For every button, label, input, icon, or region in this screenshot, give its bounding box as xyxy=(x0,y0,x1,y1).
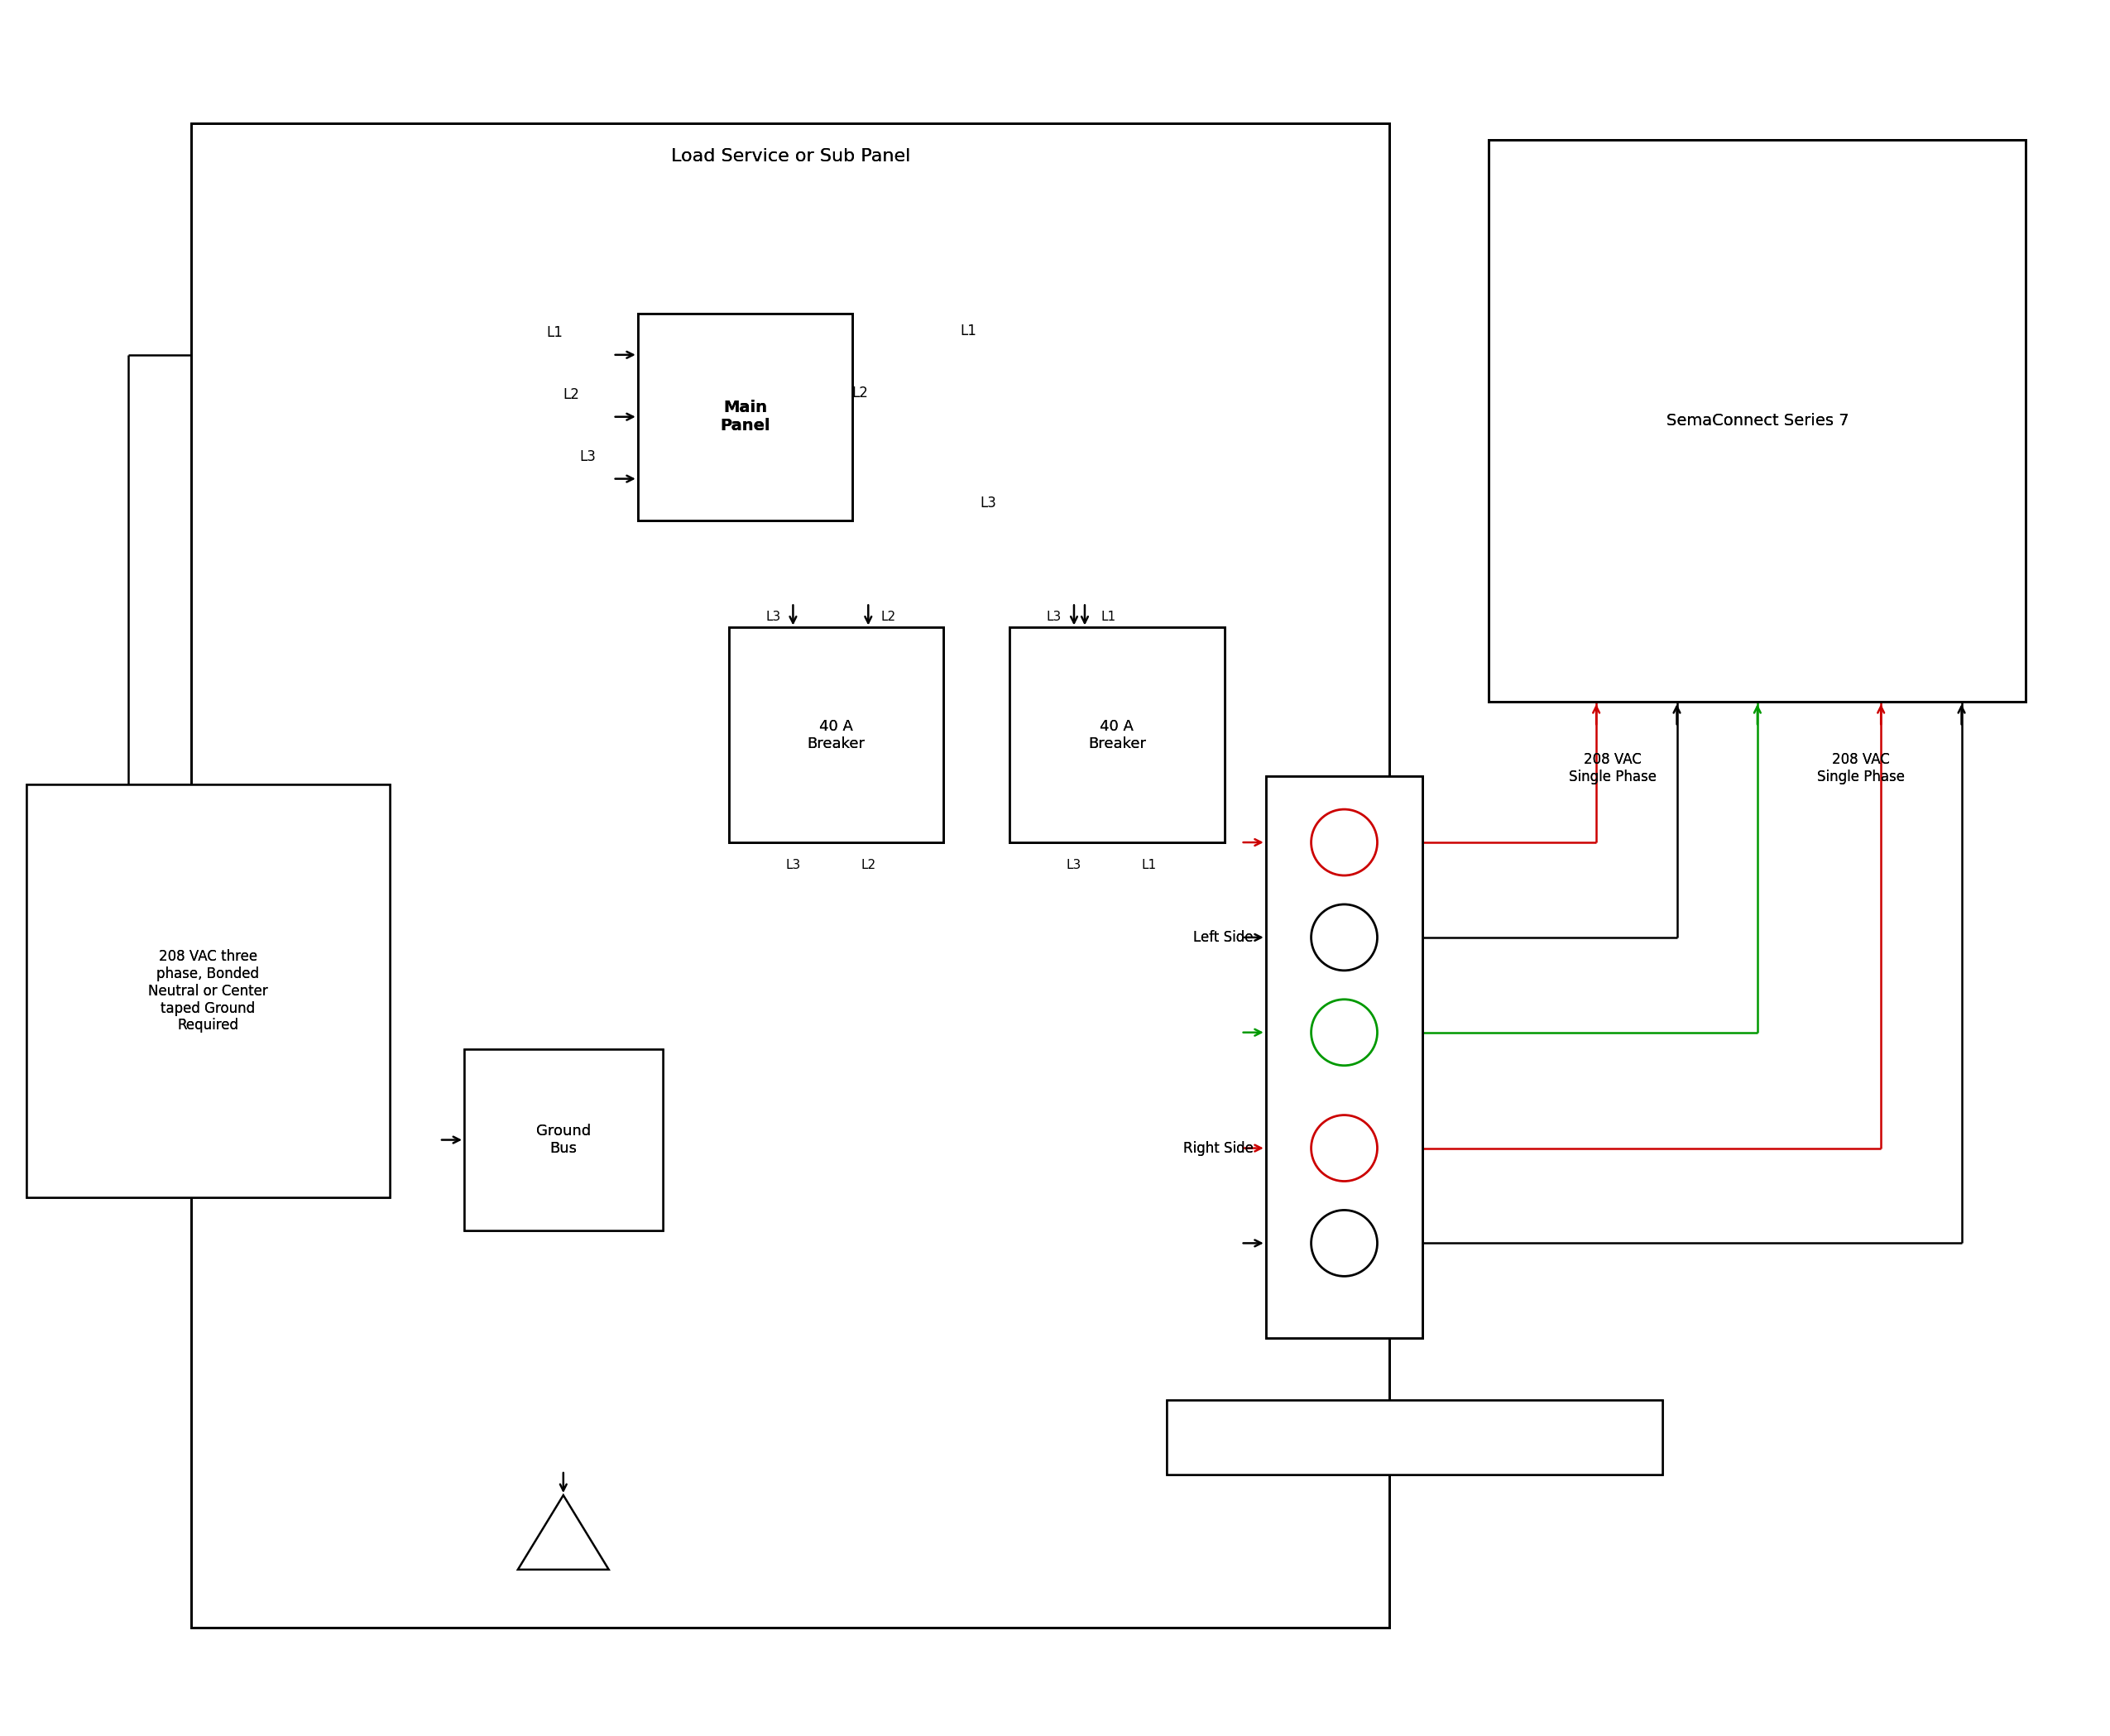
Bar xyxy=(1266,776,1422,1338)
Bar xyxy=(192,123,1390,1627)
Text: Main
Panel: Main Panel xyxy=(720,399,770,434)
Text: L2: L2 xyxy=(852,385,869,401)
Text: L3: L3 xyxy=(1066,859,1082,871)
Bar xyxy=(1266,776,1422,1338)
Text: Ground
Bus: Ground Bus xyxy=(536,1123,591,1156)
Bar xyxy=(1490,141,2026,701)
Text: L2: L2 xyxy=(861,859,876,871)
Bar xyxy=(1167,1401,1663,1474)
Text: Ground
Bus: Ground Bus xyxy=(536,1123,591,1156)
Text: Load Service or Sub Panel: Load Service or Sub Panel xyxy=(671,148,909,165)
Circle shape xyxy=(1310,1115,1378,1180)
Text: Left Side: Left Side xyxy=(1194,930,1253,944)
Circle shape xyxy=(1310,1210,1378,1276)
Text: 40 A
Breaker: 40 A Breaker xyxy=(1089,719,1146,752)
Text: Use wire nuts for joining wires: Use wire nuts for joining wires xyxy=(1310,1430,1519,1444)
Bar xyxy=(464,1049,663,1231)
Bar xyxy=(728,627,943,842)
Bar xyxy=(192,123,1390,1627)
Text: Left Side: Left Side xyxy=(1194,930,1253,944)
Circle shape xyxy=(1310,1210,1378,1276)
Text: 40 A
Breaker: 40 A Breaker xyxy=(806,719,865,752)
Text: 208 VAC three
phase, Bonded
Neutral or Center
taped Ground
Required: 208 VAC three phase, Bonded Neutral or C… xyxy=(148,950,268,1033)
Text: Main
Panel: Main Panel xyxy=(720,399,770,434)
Bar xyxy=(1167,1401,1663,1474)
Text: L1: L1 xyxy=(1142,859,1156,871)
Text: SemaConnect Series 7: SemaConnect Series 7 xyxy=(1667,413,1848,429)
Bar xyxy=(1009,627,1224,842)
Bar xyxy=(25,785,390,1198)
Text: L3: L3 xyxy=(1047,611,1061,623)
Bar xyxy=(25,785,390,1198)
Text: L3: L3 xyxy=(785,859,800,871)
Bar xyxy=(728,627,943,842)
Circle shape xyxy=(1310,1000,1378,1066)
Circle shape xyxy=(1310,809,1378,875)
Text: Right Side: Right Side xyxy=(1184,1141,1253,1156)
Text: 208 VAC
Single Phase: 208 VAC Single Phase xyxy=(1817,752,1905,785)
Bar xyxy=(1490,141,2026,701)
Circle shape xyxy=(1310,1000,1378,1066)
Text: 208 VAC
Single Phase: 208 VAC Single Phase xyxy=(1817,752,1905,785)
Text: 40 A
Breaker: 40 A Breaker xyxy=(806,719,865,752)
Circle shape xyxy=(1310,904,1378,970)
Text: L1: L1 xyxy=(546,325,563,340)
Text: Use wire nuts for joining wires: Use wire nuts for joining wires xyxy=(1310,1430,1519,1444)
Text: L1: L1 xyxy=(1101,611,1116,623)
Text: 208 VAC
Single Phase: 208 VAC Single Phase xyxy=(1570,752,1656,785)
Text: SemaConnect Series 7: SemaConnect Series 7 xyxy=(1667,413,1848,429)
Text: L1: L1 xyxy=(960,323,977,339)
Text: L2: L2 xyxy=(563,387,580,403)
Bar xyxy=(464,1049,663,1231)
Circle shape xyxy=(1310,1115,1378,1180)
Text: 208 VAC three
phase, Bonded
Neutral or Center
taped Ground
Required: 208 VAC three phase, Bonded Neutral or C… xyxy=(148,950,268,1033)
Circle shape xyxy=(1310,904,1378,970)
Text: L3: L3 xyxy=(580,450,597,464)
Bar xyxy=(637,314,852,521)
Circle shape xyxy=(1310,809,1378,875)
Text: L3: L3 xyxy=(979,495,996,510)
Polygon shape xyxy=(517,1495,610,1569)
Text: 40 A
Breaker: 40 A Breaker xyxy=(1089,719,1146,752)
Text: Load Service or Sub Panel: Load Service or Sub Panel xyxy=(671,148,909,165)
Text: L2: L2 xyxy=(880,611,895,623)
Bar xyxy=(1009,627,1224,842)
Text: 208 VAC
Single Phase: 208 VAC Single Phase xyxy=(1570,752,1656,785)
Text: L3: L3 xyxy=(766,611,781,623)
Bar xyxy=(637,314,852,521)
Text: Right Side: Right Side xyxy=(1184,1141,1253,1156)
